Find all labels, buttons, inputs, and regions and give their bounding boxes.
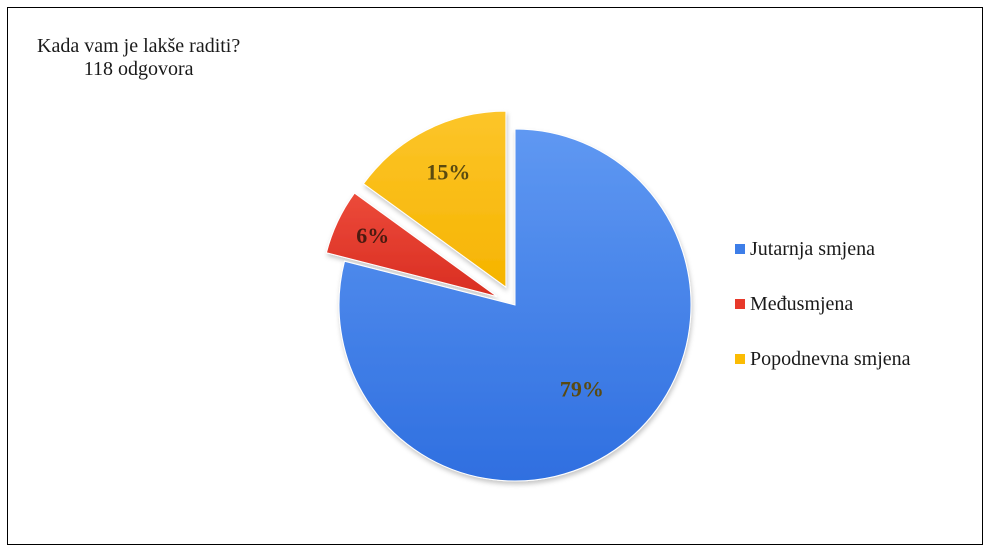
slice-popodnevna [362,110,507,289]
slice-jutarnja [338,128,692,482]
legend-item-jutarnja: Jutarnja smjena [735,237,911,261]
legend-swatch-popodnevna [735,354,745,364]
legend-label-popodnevna: Popodnevna smjena [750,347,911,370]
legend-swatch-jutarnja [735,244,745,254]
slice-medusmjena [325,192,498,297]
chart-frame: Kada vam je lakše raditi? 118 odgovora 7… [7,7,983,545]
legend-label-medusmjena: Međusmjena [750,292,854,315]
legend-item-medusmjena: Međusmjena [735,292,911,316]
legend: Jutarnja smjena Međusmjena Popodnevna sm… [735,237,911,402]
chart-title: Kada vam je lakše raditi? [37,35,241,57]
chart-title-block: Kada vam je lakše raditi? 118 odgovora [37,35,240,81]
slice-label-popodnevna: 15% [426,159,470,184]
legend-item-popodnevna: Popodnevna smjena [735,347,911,371]
slice-label-jutarnja: 79% [560,376,604,401]
slice-label-medusmjena: 6% [356,223,389,248]
pie-chart: 79% 6% 15% [325,110,692,482]
legend-label-jutarnja: Jutarnja smjena [750,237,875,260]
legend-swatch-medusmjena [735,299,745,309]
chart-subtitle: 118 odgovora [83,58,194,80]
